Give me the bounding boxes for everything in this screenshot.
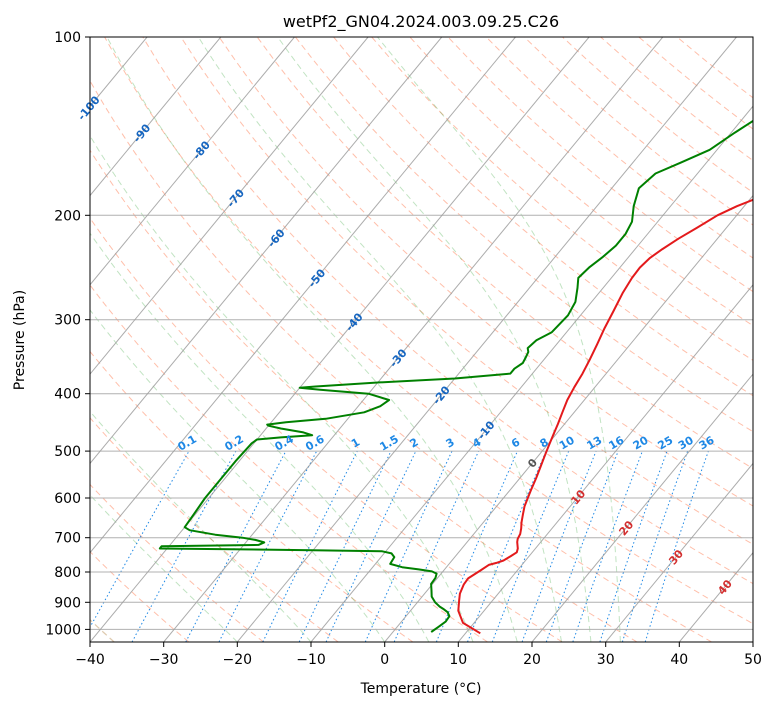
- moist-adiabat-0: [90, 494, 238, 642]
- mixing-ratio-line-17: [644, 450, 709, 642]
- y-axis: 100 200 300 400 500 600 700 800 900 1000: [45, 30, 90, 638]
- y-tick-label-0: 100: [54, 30, 81, 46]
- moist-adiabat-2: [90, 309, 386, 642]
- dry-adiabat-0: [90, 550, 190, 642]
- dry-adiabat-4: [90, 284, 488, 642]
- mixing-ratio-line-15: [599, 450, 668, 642]
- moist-adiabat-6: [197, 37, 562, 642]
- isotherm-7: [90, 37, 222, 197]
- chart-title: wetPf2_GN04.2024.003.09.25.C26: [283, 12, 559, 32]
- x-tick-label-8: 40: [670, 652, 688, 668]
- y-tick-label-9: 1000: [45, 622, 81, 638]
- mixing-ratio-line-9: [435, 450, 518, 642]
- mixing-ratio-line-12: [521, 450, 597, 642]
- x-axis-title: Temperature (°C): [360, 681, 482, 697]
- moist-adiabat-4: [90, 134, 474, 642]
- dry-adiabat-12: [256, 37, 753, 470]
- profile-series: [158, 119, 753, 635]
- background-lines: [90, 37, 753, 642]
- y-tick-label-1: 200: [54, 208, 81, 224]
- isotherm-16: [384, 194, 753, 642]
- dry-adiabat-1: [90, 483, 264, 642]
- x-tick-label-2: −20: [223, 652, 253, 668]
- y-tick-label-6: 700: [54, 531, 81, 547]
- plot-frame: [89, 36, 754, 643]
- mixing-ratio-line-13: [545, 450, 619, 642]
- isotherm-19: [605, 462, 753, 642]
- x-tick-label-5: 10: [449, 652, 467, 668]
- isotherm-14: [236, 37, 737, 642]
- dry-adiabat-14: [333, 37, 753, 397]
- y-tick-label-4: 500: [54, 444, 81, 460]
- dry-adiabat-15: [371, 37, 753, 361]
- dewpoint-profile-line: [158, 119, 753, 633]
- y-axis-title: Pressure (hPa): [12, 290, 28, 390]
- isotherm-17: [457, 284, 753, 642]
- dry-adiabat-7: [90, 79, 712, 642]
- x-tick-label-9: 50: [744, 652, 762, 668]
- mixing-ratio-line-14: [572, 450, 643, 642]
- y-tick-label-2: 300: [54, 313, 81, 329]
- x-tick-label-4: 0: [380, 652, 389, 668]
- moist-adiabat-3: [90, 232, 430, 642]
- isotherm-11: [90, 37, 516, 554]
- isotherm-12: [90, 37, 590, 642]
- mixing-ratio-line-2: [185, 450, 287, 642]
- y-tick-label-7: 800: [54, 565, 81, 581]
- x-axis: −40 −30 −20 −10 0 10 20 30 40 50: [75, 642, 762, 668]
- y-tick-label-3: 400: [54, 387, 81, 403]
- isotherm-9: [90, 37, 369, 375]
- x-tick-label-1: −30: [149, 652, 179, 668]
- moist-adiabat-7: [277, 37, 592, 642]
- x-tick-label-0: −40: [75, 652, 105, 668]
- x-tick-label-3: −10: [296, 652, 326, 668]
- grid-lines: [90, 37, 753, 642]
- mixing-ratio-line-1: [131, 450, 237, 642]
- isotherm-10: [90, 37, 443, 465]
- moist-adiabat-8: [377, 37, 621, 642]
- y-tick-label-5: 600: [54, 491, 81, 507]
- x-tick-label-6: 20: [523, 652, 541, 668]
- mixing-ratio-line-16: [621, 450, 689, 642]
- mixing-ratio-line-10: [467, 450, 547, 642]
- mixing-ratio-line-4: [262, 450, 358, 642]
- mixing-ratio-line-0: [90, 450, 190, 629]
- dry-adiabat-6: [90, 149, 638, 642]
- dry-adiabat-13: [295, 37, 753, 433]
- dry-adiabat-5: [90, 217, 563, 642]
- x-tick-label-7: 30: [597, 652, 615, 668]
- mixing-ratio-line-8: [393, 450, 480, 642]
- dry-adiabat-3: [90, 350, 414, 642]
- mixing-ratio-line-11: [491, 450, 570, 642]
- isotherm-18: [531, 373, 753, 642]
- y-tick-label-8: 900: [54, 595, 81, 611]
- temperature-profile-line: [457, 198, 753, 635]
- isotherm-8: [90, 37, 295, 286]
- isotherm-13: [163, 37, 664, 642]
- moist-adiabat-5: [106, 37, 518, 642]
